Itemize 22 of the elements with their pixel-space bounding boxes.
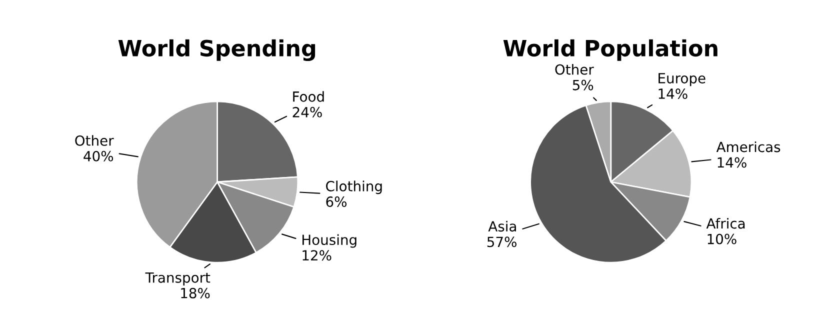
slice-label: Transport — [145, 272, 210, 286]
slice-label: Housing — [302, 234, 356, 248]
data-label: 6% — [326, 196, 347, 207]
chart-title: World Spending — [118, 39, 316, 62]
slice-label: Clothing — [326, 180, 382, 194]
chart-title: World Population — [503, 39, 718, 61]
slice-label: Other — [75, 135, 114, 146]
data-label: 18% — [181, 288, 210, 298]
data-label: 14% — [658, 88, 688, 99]
data-label: 10% — [708, 234, 736, 244]
data-label: 57% — [487, 236, 516, 248]
data-label: 14% — [718, 157, 746, 168]
data-label: 12% — [302, 250, 332, 261]
data-label: 40% — [84, 150, 114, 162]
data-label: 24% — [292, 106, 322, 118]
slice-label: Europe — [658, 73, 706, 86]
slice-label: Other — [555, 64, 594, 75]
data-label: 5% — [572, 80, 594, 90]
slice-label: Africa — [706, 218, 745, 229]
slice-label: Asia — [488, 220, 516, 232]
slice-label: Food — [293, 91, 324, 102]
slice-label: Americas — [716, 141, 780, 152]
